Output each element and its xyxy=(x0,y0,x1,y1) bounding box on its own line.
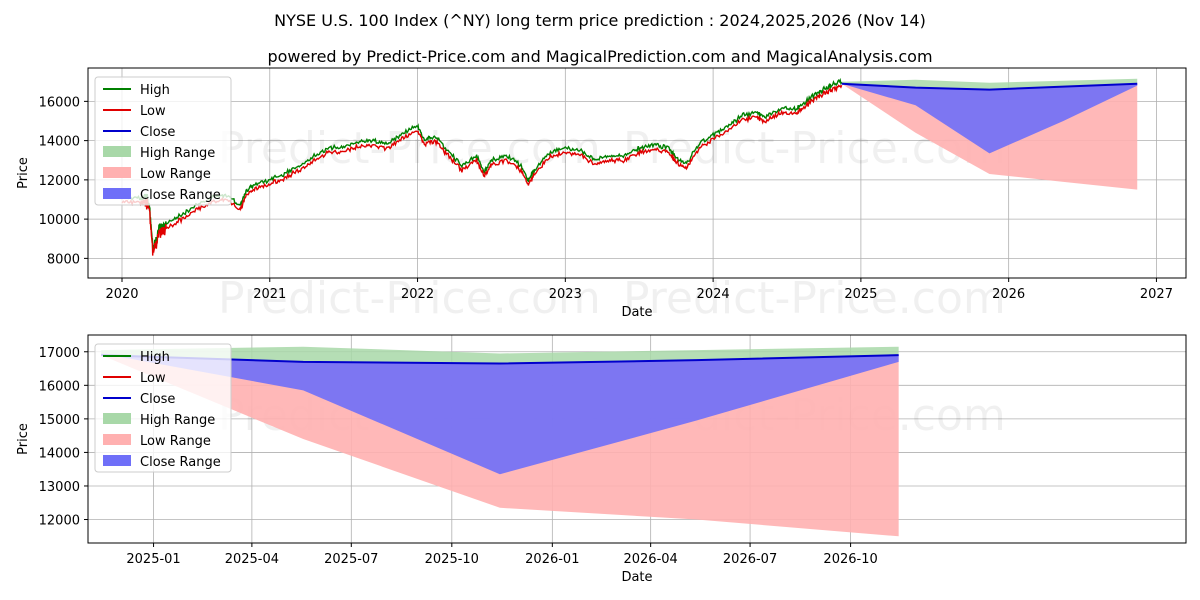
watermark: Predict-Price.com xyxy=(218,123,601,174)
y-tick-label: 13000 xyxy=(39,480,80,495)
legend-label: Low Range xyxy=(140,434,211,449)
legend-swatch xyxy=(103,455,131,466)
legend-label: High xyxy=(140,83,170,98)
x-tick-label: 2025 xyxy=(844,287,877,302)
legend-label: Close Range xyxy=(140,188,221,203)
plot-frame xyxy=(87,334,1187,544)
x-tick-label: 2021 xyxy=(253,287,286,302)
x-tick-label: 2026-01 xyxy=(525,552,579,567)
top-chart: Predict-Price.com Predict-Price.comPredic… xyxy=(16,67,1187,324)
high-history-line xyxy=(121,77,843,251)
legend-label: High Range xyxy=(140,413,215,428)
x-tick-label: 2022 xyxy=(401,287,434,302)
x-tick-label: 2020 xyxy=(105,287,138,302)
y-tick-label: 12000 xyxy=(39,174,80,189)
x-axis-label: Date xyxy=(621,305,652,320)
legend-label: Low xyxy=(140,104,166,119)
chart-subtitle: powered by Predict-Price.com and Magical… xyxy=(267,47,932,66)
x-tick-label: 2025-10 xyxy=(425,552,479,567)
y-tick-label: 10000 xyxy=(39,213,80,228)
low-history-line xyxy=(121,84,843,256)
legend-swatch xyxy=(103,413,131,424)
y-tick-label: 14000 xyxy=(39,446,80,461)
x-tick-label: 2026 xyxy=(992,287,1025,302)
chart-title: NYSE U.S. 100 Index (^NY) long term pric… xyxy=(274,11,926,30)
y-tick-label: 15000 xyxy=(39,413,80,428)
y-axis-label: Price xyxy=(16,423,31,455)
x-axis-label: Date xyxy=(621,570,652,585)
x-tick-label: 2023 xyxy=(549,287,582,302)
plot-frame xyxy=(87,67,1187,279)
y-tick-label: 14000 xyxy=(39,135,80,150)
y-axis-label: Price xyxy=(16,157,31,189)
watermark: Predict-Price.com xyxy=(623,273,1006,324)
x-tick-label: 2024 xyxy=(697,287,730,302)
close-range-area xyxy=(101,353,899,475)
legend-swatch xyxy=(103,146,131,157)
legend: High Low Close High Range Low Range Close Ran… xyxy=(94,343,232,473)
x-tick-label: 2026-04 xyxy=(623,552,677,567)
x-tick-label: 2027 xyxy=(1140,287,1173,302)
legend-swatch xyxy=(103,434,131,445)
legend-label: Close Range xyxy=(140,455,221,470)
legend-label: Low Range xyxy=(140,167,211,182)
legend-label: High xyxy=(140,350,170,365)
x-tick-label: 2026-07 xyxy=(723,552,777,567)
y-tick-label: 17000 xyxy=(39,346,80,361)
watermark: Predict-Price.com xyxy=(218,273,601,324)
y-tick-label: 8000 xyxy=(47,252,80,267)
x-tick-label: 2025-04 xyxy=(225,552,279,567)
legend-label: High Range xyxy=(140,146,215,161)
legend-label: Close xyxy=(140,392,175,407)
legend-swatch xyxy=(103,188,131,199)
y-tick-label: 12000 xyxy=(39,514,80,529)
legend-label: Close xyxy=(140,125,175,140)
y-tick-label: 16000 xyxy=(39,95,80,110)
legend: High Low Close High Range Low Range Close Ran… xyxy=(94,76,232,206)
x-tick-label: 2025-01 xyxy=(126,552,180,567)
y-tick-label: 16000 xyxy=(39,379,80,394)
close-range-area xyxy=(841,83,1138,154)
x-tick-label: 2025-07 xyxy=(324,552,378,567)
legend-label: Low xyxy=(140,371,166,386)
x-tick-label: 2026-10 xyxy=(823,552,877,567)
legend-swatch xyxy=(103,167,131,178)
